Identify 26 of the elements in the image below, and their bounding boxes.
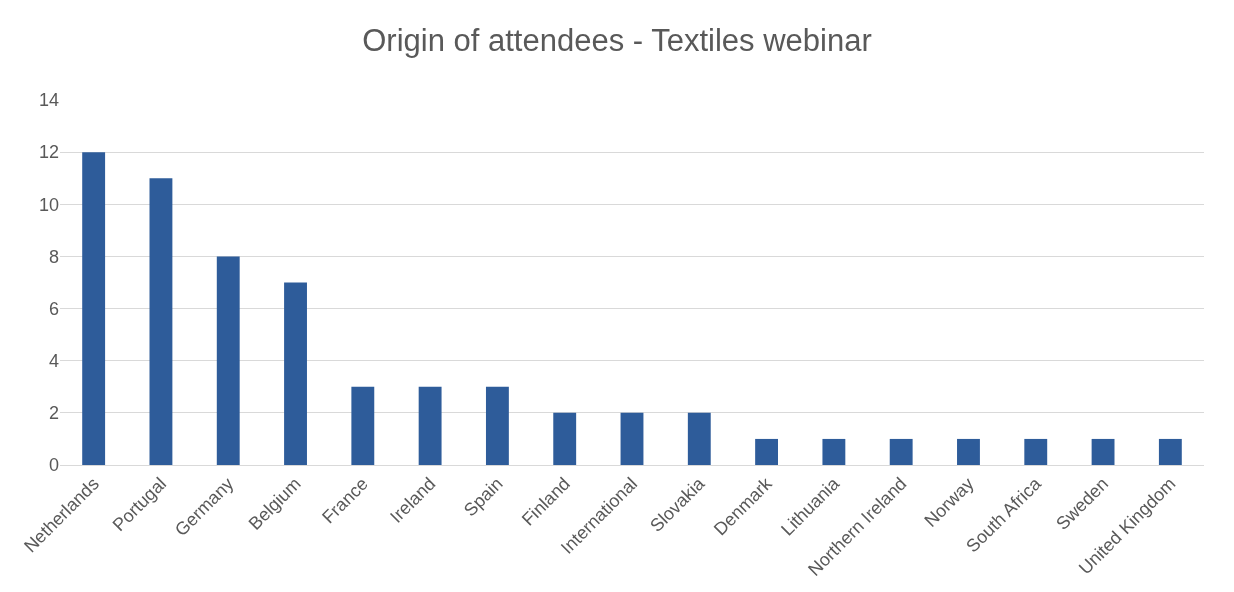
bar: [284, 282, 307, 465]
bar: [418, 386, 442, 465]
y-tick-label: 14: [38, 90, 59, 111]
bar: [755, 438, 779, 465]
y-tick-label: 2: [48, 403, 59, 424]
bar: [82, 152, 106, 465]
bar: [485, 386, 509, 465]
bar: [1024, 438, 1048, 465]
bar: [553, 412, 577, 465]
bar: [889, 438, 913, 465]
bar: [149, 178, 173, 465]
bar: [1158, 438, 1182, 465]
y-tick-label: 6: [48, 298, 59, 319]
bar: [822, 438, 846, 465]
chart-title: Origin of attendees - Textiles webinar: [362, 23, 872, 59]
y-tick-label: 10: [38, 194, 59, 215]
bar: [1091, 438, 1115, 465]
y-tick-label: 4: [48, 351, 59, 372]
y-tick-label: 0: [48, 455, 59, 476]
y-tick-label: 12: [38, 142, 59, 163]
bar: [351, 386, 375, 465]
bar: [620, 412, 644, 465]
bar: [216, 256, 240, 465]
y-tick-label: 8: [48, 246, 59, 267]
bar: [957, 438, 980, 465]
bar: [687, 412, 711, 465]
